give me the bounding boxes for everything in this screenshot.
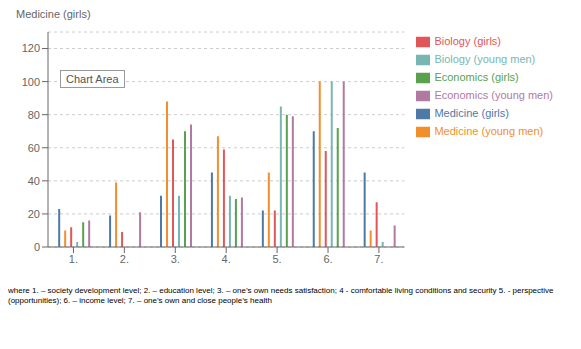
html-text:Medicine (young men): Medicine (young men) — [434, 125, 544, 137]
svg-text:120: 120 — [22, 42, 40, 54]
html-text:Medicine (girls): Medicine (girls) — [16, 8, 91, 20]
html-text:Economics (young men): Economics (young men) — [434, 89, 553, 101]
svg-text:1.: 1. — [69, 253, 78, 265]
html-text:where 1. – society development: where 1. – society development level; 2.… — [8, 286, 554, 305]
html-text:Biology (young men): Biology (young men) — [434, 53, 536, 65]
html-text:Biology (girls): Biology (girls) — [434, 35, 501, 47]
svg-text:6.: 6. — [323, 253, 332, 265]
html-text:Chart Area: Chart Area — [66, 73, 119, 85]
svg-text:2.: 2. — [120, 253, 129, 265]
svg-text:60: 60 — [28, 142, 40, 154]
svg-text:3.: 3. — [171, 253, 180, 265]
svg-text:5.: 5. — [273, 253, 282, 265]
html-text:Medicine (girls): Medicine (girls) — [434, 107, 509, 119]
html-text:Economics (girls): Economics (girls) — [434, 71, 519, 83]
svg-text:100: 100 — [22, 76, 40, 88]
svg-text:80: 80 — [28, 109, 40, 121]
svg-text:40: 40 — [28, 175, 40, 187]
svg-text:4.: 4. — [222, 253, 231, 265]
svg-text:20: 20 — [28, 208, 40, 220]
svg-text:0: 0 — [34, 241, 40, 253]
svg-text:7.: 7. — [374, 253, 383, 265]
